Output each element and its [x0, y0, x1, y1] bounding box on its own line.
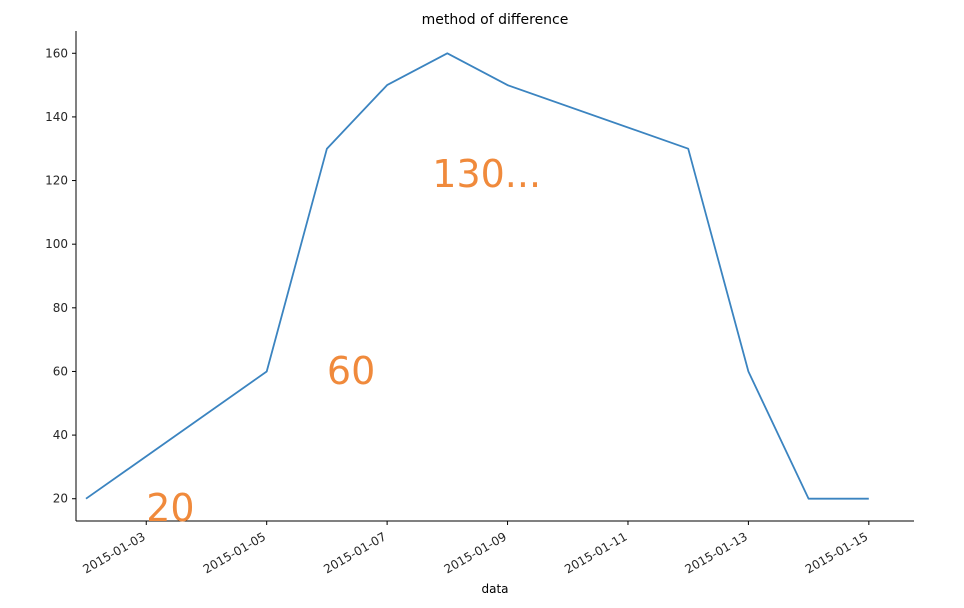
annotations: 20 60 130...: [146, 152, 541, 530]
y-tick-label: 140: [45, 110, 68, 124]
x-tick-label: 2015-01-07: [321, 529, 388, 576]
annotation-label: 20: [146, 486, 194, 530]
annotation-label: 130...: [432, 152, 541, 196]
y-tick-label: 40: [53, 428, 68, 442]
x-tick-label: 2015-01-09: [442, 529, 509, 576]
y-tick-label: 120: [45, 174, 68, 188]
x-axis-label: data: [481, 582, 508, 596]
y-tick-label: 80: [53, 301, 68, 315]
y-tick-label: 160: [45, 46, 68, 60]
series-group: [85, 52, 869, 500]
x-tick-label: 2015-01-15: [803, 529, 870, 576]
plot-area: [75, 31, 914, 522]
x-tick-label: 2015-01-11: [562, 529, 629, 576]
annotation-label: 60: [327, 349, 375, 393]
x-axis-ticks: 2015-01-03 2015-01-05 2015-01-07 2015-01-09…: [80, 521, 870, 576]
chart-title: method of difference: [422, 12, 569, 28]
x-tick-label: 2015-01-13: [683, 529, 750, 576]
x-tick-label: 2015-01-03: [80, 529, 147, 576]
x-tick-label: 2015-01-05: [201, 529, 268, 576]
y-tick-label: 100: [45, 237, 68, 251]
y-tick-label: 20: [53, 492, 68, 506]
data-points: [86, 53, 869, 498]
series-line: [85, 52, 869, 500]
y-tick-label: 60: [53, 364, 68, 378]
y-axis-ticks: 20 40 60 80 100 120 140 160: [45, 46, 76, 506]
